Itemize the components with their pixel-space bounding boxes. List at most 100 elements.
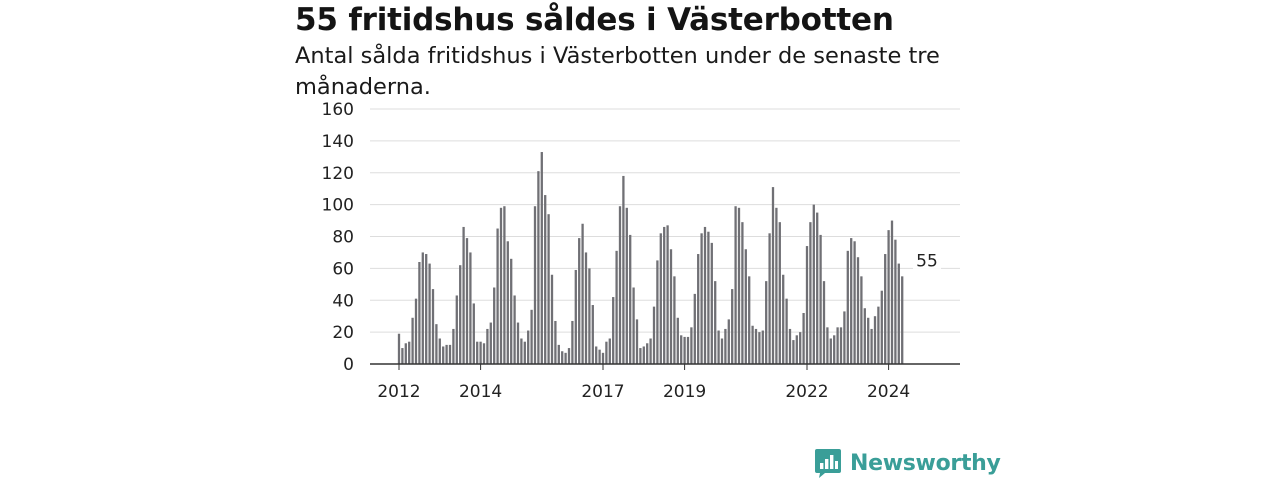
bar: [656, 260, 659, 364]
bar: [700, 233, 703, 364]
bar: [608, 338, 611, 364]
brand-logo: Newsworthy: [814, 446, 1001, 480]
bar: [578, 238, 581, 364]
bar: [584, 252, 588, 364]
bar: [397, 333, 401, 364]
bar: [809, 222, 812, 364]
bar: [788, 328, 792, 364]
bar: [833, 335, 836, 364]
bar: [778, 222, 781, 364]
bar: [669, 249, 673, 364]
bar: [574, 269, 577, 364]
bar: [822, 281, 826, 365]
bar: [873, 316, 877, 364]
bar: [754, 328, 758, 364]
y-tick-label: 160: [322, 100, 354, 120]
bar: [496, 228, 499, 364]
bar: [649, 338, 652, 364]
bar: [615, 250, 618, 364]
bar: [785, 298, 788, 364]
bar: [523, 341, 526, 364]
bar: [465, 238, 469, 364]
bar: [843, 311, 846, 364]
bar: [601, 352, 605, 364]
value-labels: 55: [913, 250, 941, 272]
bar: [408, 341, 411, 364]
bar: [452, 328, 455, 364]
bar: [632, 287, 635, 364]
bar: [639, 348, 642, 364]
bar: [425, 254, 428, 364]
y-axis-ticks: 0 20 40 60 80 100 120 140 160: [322, 100, 354, 375]
bar: [612, 297, 615, 364]
bar: [462, 226, 465, 364]
bar: [863, 308, 866, 364]
bar: [442, 346, 445, 364]
bar: [686, 336, 690, 364]
bar: [642, 346, 645, 364]
bar: [622, 175, 625, 364]
bar: [877, 306, 880, 365]
bar: [469, 252, 472, 364]
page-title: 55 fritidshus såldes i Västerbotten: [295, 2, 894, 38]
bar: [792, 340, 795, 364]
bar: [673, 276, 676, 364]
bar: [618, 206, 622, 364]
page-subtitle: Antal sålda fritidshus i Västerbotten un…: [295, 43, 940, 100]
bar: [680, 335, 683, 364]
y-tick-label: 60: [332, 259, 354, 279]
bar: [533, 206, 537, 364]
bar: [571, 320, 574, 364]
bar: [564, 352, 567, 364]
bar: [887, 230, 890, 365]
bar: [860, 276, 863, 364]
bar: [598, 349, 601, 364]
value-label-background: [913, 250, 941, 272]
bar: [826, 327, 829, 364]
bar: [761, 330, 764, 364]
bar: [741, 222, 744, 364]
bar: [520, 338, 523, 364]
bar: [625, 207, 628, 364]
bar: [404, 343, 407, 364]
y-tick-label: 140: [322, 132, 354, 152]
bar: [775, 207, 778, 364]
bar: [431, 289, 435, 364]
bar: [751, 325, 754, 364]
bar: [527, 330, 530, 364]
highlight-value-label: 55: [916, 251, 938, 271]
bar: [459, 265, 462, 364]
bar: [499, 207, 503, 364]
bar: [693, 293, 696, 365]
bar: [540, 152, 543, 364]
bar: [880, 290, 883, 364]
bar: [816, 212, 819, 364]
bar: [646, 343, 649, 364]
bar: [411, 317, 414, 364]
bar: [839, 327, 843, 364]
bar-chart-speech-bubble-icon: [815, 449, 841, 478]
bar: [421, 252, 424, 364]
bar: [493, 287, 496, 364]
x-tick-label: 2019: [663, 382, 706, 402]
bar: [513, 295, 516, 364]
bar: [802, 313, 805, 364]
y-tick-label: 0: [343, 355, 354, 375]
bar: [652, 306, 656, 365]
bar: [663, 226, 666, 364]
bars: [397, 152, 904, 365]
bar: [829, 338, 832, 364]
bar: [748, 276, 751, 364]
bar: [850, 238, 853, 364]
bar: [448, 344, 452, 365]
bar: [489, 322, 492, 364]
bar: [768, 233, 771, 364]
y-tick-label: 100: [322, 196, 354, 216]
bar: [401, 348, 404, 364]
bar: [418, 262, 421, 364]
x-tick-label: 2024: [867, 382, 910, 402]
bar: [438, 338, 441, 364]
bar: [690, 327, 693, 364]
bar: [503, 206, 506, 364]
y-tick-label: 40: [332, 291, 354, 311]
